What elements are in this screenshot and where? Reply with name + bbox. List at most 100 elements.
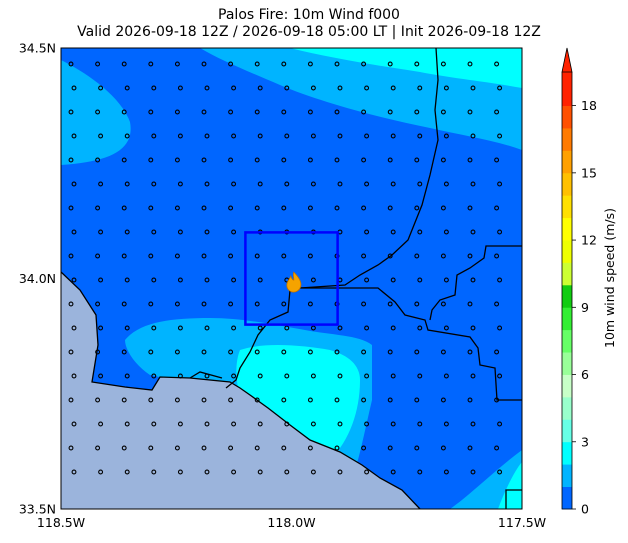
wind-station: [124, 229, 130, 235]
wind-station: [443, 373, 449, 379]
wind-station: [228, 349, 234, 355]
colorbar-level: [562, 419, 572, 443]
wind-station: [174, 157, 180, 163]
wind-station: [361, 445, 367, 451]
wind-station: [201, 445, 207, 451]
wind-station: [337, 469, 343, 475]
analysis-box: [244, 231, 339, 326]
wind-station: [121, 109, 127, 115]
wind-station: [231, 133, 237, 139]
wind-station: [121, 61, 127, 67]
wind-station: [228, 445, 234, 451]
wind-station: [414, 157, 420, 163]
wind-station: [98, 85, 104, 91]
county-line-ne: [429, 245, 522, 321]
wind-station: [121, 157, 127, 163]
wind-station: [417, 133, 423, 139]
wind-station: [443, 181, 449, 187]
colorbar: 0 3 6 9 12 15 18: [561, 47, 597, 517]
wind-station: [310, 373, 316, 379]
wind-station: [443, 85, 449, 91]
wind-station: [98, 133, 104, 139]
wind-station: [414, 205, 420, 211]
colorbar-level: [562, 262, 572, 286]
wind-station: [231, 373, 237, 379]
wind-station: [440, 349, 446, 355]
wind-station: [177, 277, 183, 283]
colorbar-tick-label: 15: [581, 165, 597, 180]
map-subtitle: Valid 2026-09-18 12Z / 2026-09-18 05:00 …: [77, 24, 541, 40]
wind-station: [310, 421, 316, 427]
wind-station: [497, 469, 503, 475]
wind-station: [440, 205, 446, 211]
wind-station: [414, 301, 420, 307]
wind-station: [121, 349, 127, 355]
wind-station: [71, 229, 77, 235]
wind-station: [231, 325, 237, 331]
wind-station: [361, 301, 367, 307]
wind-station: [387, 253, 393, 259]
wind-station: [310, 325, 316, 331]
wind-station: [95, 205, 101, 211]
wind-station: [467, 397, 473, 403]
wind-station: [257, 181, 263, 187]
colorbar-level: [562, 307, 572, 331]
map-title: Palos Fire: 10m Wind f000: [218, 7, 400, 23]
wind-station: [174, 253, 180, 259]
wind-station: [254, 397, 260, 403]
wind-station: [254, 157, 260, 163]
wind-station: [281, 205, 287, 211]
wind-station: [494, 157, 500, 163]
lat-tick-label: 34.0N: [19, 271, 56, 286]
wind-station: [68, 445, 74, 451]
wind-station: [387, 301, 393, 307]
wind-station: [71, 181, 77, 187]
wind-station: [440, 397, 446, 403]
wind-contour-north-cyan: [290, 48, 522, 88]
coastline: [61, 271, 421, 509]
wind-station: [257, 133, 263, 139]
wind-station: [414, 397, 420, 403]
wind-station: [337, 325, 343, 331]
wind-station: [364, 421, 370, 427]
colorbar-tick-label: 3: [581, 434, 589, 449]
wind-station: [440, 157, 446, 163]
wind-station: [440, 301, 446, 307]
colorbar-level: [562, 72, 572, 107]
wind-station: [68, 301, 74, 307]
wind-station: [387, 397, 393, 403]
wind-station: [417, 85, 423, 91]
wind-station: [204, 277, 210, 283]
wind-station: [337, 181, 343, 187]
wind-station: [390, 469, 396, 475]
wind-station: [364, 133, 370, 139]
wind-station: [417, 229, 423, 235]
wind-station: [201, 253, 207, 259]
wind-station: [201, 157, 207, 163]
wind-station: [98, 469, 104, 475]
wind-station: [334, 61, 340, 67]
wind-station: [148, 205, 154, 211]
wind-station: [177, 85, 183, 91]
wind-station: [337, 421, 343, 427]
wind-station: [361, 253, 367, 259]
wind-station: [228, 253, 234, 259]
wind-station: [257, 277, 263, 283]
wind-station: [281, 301, 287, 307]
wind-station: [440, 253, 446, 259]
wind-station: [443, 277, 449, 283]
wind-station: [443, 421, 449, 427]
wind-station: [174, 397, 180, 403]
wind-station: [254, 349, 260, 355]
wind-station: [387, 349, 393, 355]
wind-station: [68, 253, 74, 259]
wind-station: [364, 229, 370, 235]
colorbar-level: [562, 374, 572, 398]
wind-station: [121, 445, 127, 451]
wind-station: [361, 157, 367, 163]
wind-station: [387, 157, 393, 163]
wind-station: [497, 85, 503, 91]
map-area: [61, 48, 522, 509]
county-line-east: [300, 287, 522, 401]
wind-station: [467, 253, 473, 259]
